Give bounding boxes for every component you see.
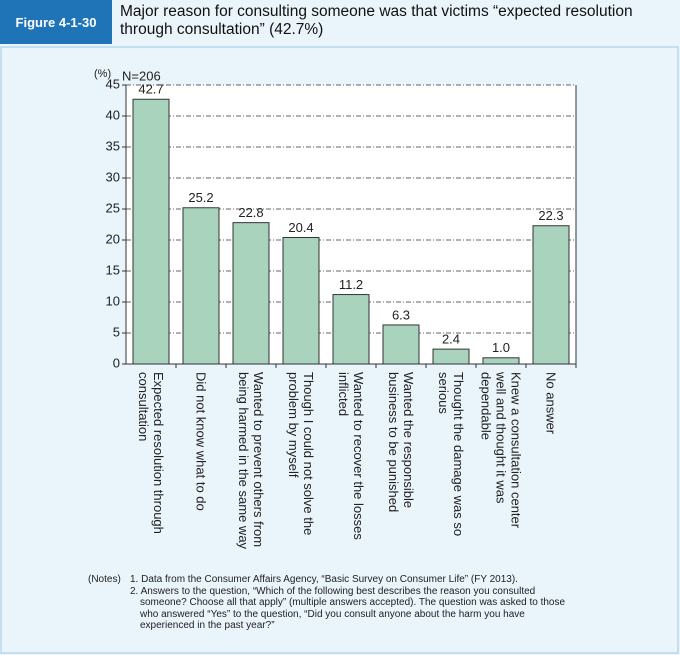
y-tick-label: 10 <box>106 293 120 308</box>
value-label: 25.2 <box>188 190 213 205</box>
bar <box>232 222 270 365</box>
y-tick-label: 35 <box>106 138 120 153</box>
x-tick-label: Expected resolution through consultation <box>136 372 166 534</box>
y-axis-label: (%) <box>94 68 111 80</box>
bar <box>382 324 420 365</box>
x-tick-label: Knew a consultation center well and thou… <box>478 372 524 529</box>
y-tick-label: 40 <box>106 107 120 122</box>
y-tick-label: 5 <box>113 324 120 339</box>
value-label: 22.3 <box>538 208 563 223</box>
bar <box>482 357 520 365</box>
x-tick-label: Wanted the responsible business to be pu… <box>386 372 416 513</box>
bar <box>182 207 220 365</box>
value-label: 2.4 <box>442 332 460 347</box>
y-tick-label: 0 <box>113 355 120 370</box>
bar <box>132 98 170 365</box>
y-tick-label: 15 <box>106 262 120 277</box>
value-label: 42.7 <box>138 82 163 97</box>
x-tick-label: Thought the damage was so serious <box>436 372 466 537</box>
x-tick-label: Did not know what to do <box>193 372 209 511</box>
notes-label: (Notes) <box>88 574 121 585</box>
note: 1. Data from the Consumer Affairs Agency… <box>130 574 518 585</box>
y-tick-label: 45 <box>106 76 120 91</box>
notes: (Notes) 1. Data from the Consumer Affair… <box>88 574 568 632</box>
frame <box>0 46 679 654</box>
y-tick-label: 25 <box>106 200 120 215</box>
value-label: 20.4 <box>288 220 313 235</box>
bar <box>432 348 470 365</box>
bar <box>282 237 320 365</box>
bar <box>532 225 570 365</box>
note: 2. Answers to the question, “Which of th… <box>130 585 566 632</box>
x-tick-label: Though I could not solve the problem by … <box>286 372 316 536</box>
figure-label: Figure 4-1-30 <box>0 0 112 44</box>
y-tick-label: 20 <box>106 231 120 246</box>
x-tick-label: No answer <box>543 372 559 435</box>
value-label: 1.0 <box>492 340 510 355</box>
bar <box>332 294 370 365</box>
value-label: 6.3 <box>392 307 410 322</box>
value-label: 22.8 <box>238 205 263 220</box>
annotation: N=206 <box>122 68 161 83</box>
x-tick-label: Wanted to prevent others from being harm… <box>236 372 266 550</box>
figure-title: Major reason for consulting someone was … <box>120 3 633 38</box>
value-label: 11.2 <box>339 277 363 292</box>
y-tick-label: 30 <box>106 169 120 184</box>
x-tick-label: Wanted to recover the losses inflicted <box>336 372 366 540</box>
